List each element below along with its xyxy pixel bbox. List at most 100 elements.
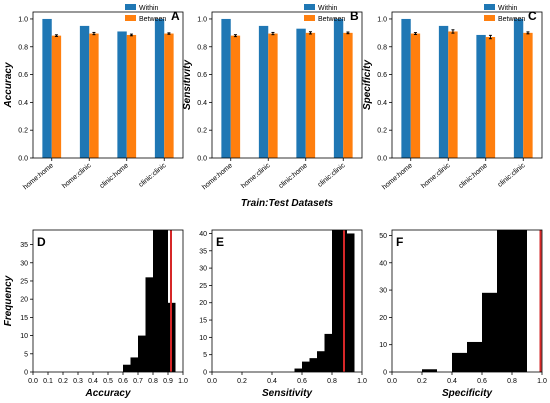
xtick-label: 0.4 — [88, 378, 98, 385]
histogram-bar — [512, 230, 527, 372]
panel-label-a: A — [171, 9, 180, 23]
histogram-bar — [332, 230, 340, 372]
histogram-bar — [467, 341, 482, 372]
xtick-label: 0.2 — [417, 378, 427, 385]
bar-within — [438, 25, 449, 159]
hist-panel-0-ytick-label: 20 — [20, 297, 28, 304]
bar-panel-2-ytick-label: 0.2 — [377, 128, 387, 135]
hist-panel-0-ytick-label: 10 — [20, 333, 28, 340]
legend-swatch-within — [125, 4, 136, 10]
histogram-bar — [317, 351, 325, 372]
xtick-label: 0.6 — [477, 378, 487, 385]
panel-label-f: F — [396, 235, 403, 249]
hist-panel-1-ytick-label: 20 — [199, 300, 207, 307]
histogram-bar — [347, 233, 355, 372]
hist-panel-0-frame — [32, 229, 184, 373]
legend-swatch-between — [304, 15, 315, 21]
hist-panel-1-ytick-label: 25 — [199, 283, 207, 290]
hist-panel-1-ytick-label: 30 — [199, 266, 207, 273]
histogram-bar — [422, 369, 437, 372]
panel-label-d: D — [37, 235, 46, 249]
histogram-bar — [482, 292, 497, 372]
bar-panel-2-ytick-label: 1.0 — [377, 16, 387, 23]
hist-panel-0-ytick-label: 25 — [20, 278, 28, 285]
bar-panel-0-ytick-label: 0.2 — [18, 128, 28, 135]
bar-panel-0-frame — [32, 11, 184, 159]
bar-between — [51, 35, 62, 159]
xtick-label: home:clinic — [420, 162, 452, 190]
bar-within — [42, 18, 52, 159]
xtick-label: 0.2 — [237, 378, 247, 385]
xtick-label: 0.0 — [28, 378, 38, 385]
bar-between — [410, 33, 421, 158]
legend-swatch-between — [484, 15, 495, 21]
bar-between — [126, 34, 137, 158]
histogram-bar — [324, 333, 332, 372]
xtick-label: clinic:home — [278, 162, 309, 190]
hist-panel-2-ytick-label: 50 — [379, 233, 387, 240]
legend-label-between: Between — [498, 16, 525, 23]
y-axis-title: Accuracy — [3, 62, 14, 108]
bar-within — [513, 18, 524, 159]
panel-label-b: B — [350, 9, 359, 23]
hist-panel-1-ytick-label: 40 — [199, 231, 207, 238]
hist-panel-e: 0 5 10 15 20 25 30 35 40 0.0 0.2 0.4 0.6 0.8 1.0 Sensit… — [199, 229, 367, 399]
hist-panel-1-ytick-label: 15 — [199, 318, 207, 325]
legend-swatch-within — [484, 4, 495, 10]
panel-label-e: E — [216, 235, 224, 249]
histogram-bar — [309, 358, 317, 372]
x-axis-title: Sensitivity — [262, 388, 312, 399]
histogram-bar — [123, 364, 131, 372]
x-axis-title: Accuracy — [84, 388, 130, 399]
xtick-label: 0.4 — [447, 378, 457, 385]
bar-within — [154, 18, 165, 159]
legend-label-within: Within — [139, 5, 159, 12]
xtick-label: 0.8 — [148, 378, 158, 385]
bar-within — [476, 34, 486, 158]
bar-panel-0-ytick-label: 0.6 — [18, 72, 28, 79]
bar-between — [523, 32, 533, 158]
bar-panel-0-ytick-label: 0.8 — [18, 44, 28, 51]
bar-between — [89, 33, 99, 158]
bar-panel-1-ytick-label: 1.0 — [197, 16, 207, 23]
xtick-label: 1.0 — [178, 378, 188, 385]
xtick-label: 0.8 — [507, 378, 517, 385]
xtick-label: 0.8 — [327, 378, 337, 385]
y-axis-title: Sensitivity — [182, 60, 193, 110]
xtick-label: clinic:home — [99, 162, 130, 190]
xtick-label: home:clinic — [61, 162, 93, 190]
histogram-bar — [145, 277, 153, 372]
legend-swatch-between — [125, 15, 136, 21]
hist-panel-2-ytick-label: 40 — [379, 260, 387, 267]
bar-panel-1-ytick-label: 0.6 — [197, 72, 207, 79]
xtick-label: clinic:clinic — [497, 162, 527, 189]
hist-panel-0-ytick-label: 0 — [24, 370, 28, 377]
xtick-label: 0.2 — [58, 378, 68, 385]
bar-within — [333, 18, 344, 159]
histogram-bar — [497, 230, 512, 372]
panel-label-c: C — [528, 9, 537, 23]
bar-between — [305, 32, 316, 158]
legend-label-within: Within — [318, 5, 338, 12]
legend-label-between: Between — [139, 16, 166, 23]
xtick-label: 0.0 — [387, 378, 397, 385]
xtick-label: 0.4 — [267, 378, 277, 385]
xtick-label: 0.3 — [73, 378, 83, 385]
xtick-label: clinic:clinic — [138, 162, 168, 189]
histogram-bar — [294, 368, 302, 372]
bar-panel-0-ytick-label: 1.0 — [18, 16, 28, 23]
legend-label-between: Between — [318, 16, 345, 23]
hist-panel-1-frame — [211, 229, 363, 373]
xtick-label: 0.5 — [103, 378, 113, 385]
hist-panel-2-ytick-label: 20 — [379, 315, 387, 322]
hist-panel-0-ytick-label: 5 — [24, 351, 28, 358]
bar-panel-1-ytick-label: 0.4 — [197, 100, 207, 107]
bar-within — [401, 18, 411, 159]
histogram-bar — [153, 230, 161, 372]
xtick-label: 0.6 — [118, 378, 128, 385]
xtick-label: home:clinic — [240, 162, 272, 190]
xtick-label: 1.0 — [537, 378, 547, 385]
legend-label-within: Within — [498, 5, 518, 12]
histogram-bar — [452, 352, 467, 372]
